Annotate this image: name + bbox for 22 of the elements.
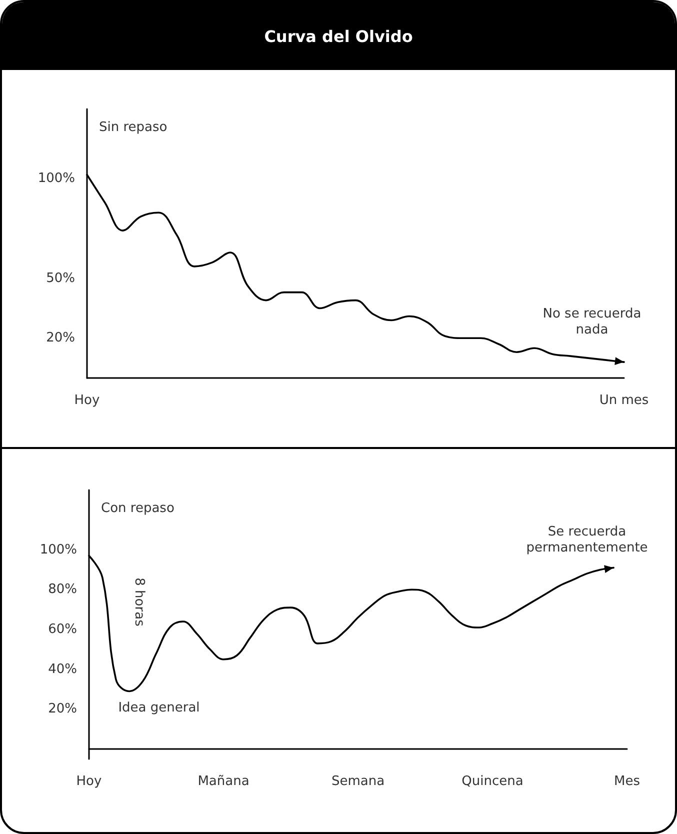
y-tick-label: 100% — [38, 171, 75, 186]
text: Con repaso — [101, 501, 174, 516]
x-tick-label: Un mes — [599, 393, 649, 408]
y-tick-label: 20% — [48, 702, 77, 717]
y-tick-label: 100% — [40, 542, 77, 558]
y-tick-label: 50% — [46, 270, 75, 286]
x-tick-label: Mes — [614, 774, 640, 789]
x-tick-label: Mañana — [198, 774, 250, 789]
y-tick-label: 60% — [48, 622, 77, 637]
annotation: No se recuerda nada — [542, 306, 642, 338]
x-tick-label: Hoy — [76, 774, 102, 789]
annotation: Se recuerda permanentemente — [526, 524, 648, 556]
text: Sin repaso — [99, 120, 168, 135]
x-tick-label: Quincena — [462, 774, 524, 789]
annotation: 8 horas — [132, 578, 146, 627]
x-tick-label: Semana — [331, 774, 385, 789]
y-tick-label: 20% — [46, 330, 75, 346]
y-tick-label: 80% — [48, 582, 77, 598]
x-tick-label: Hoy — [74, 393, 100, 408]
y-tick-label: 40% — [48, 662, 77, 677]
chart-title: Curva del Olvido — [2, 2, 675, 70]
annotation: Idea general — [118, 700, 200, 716]
